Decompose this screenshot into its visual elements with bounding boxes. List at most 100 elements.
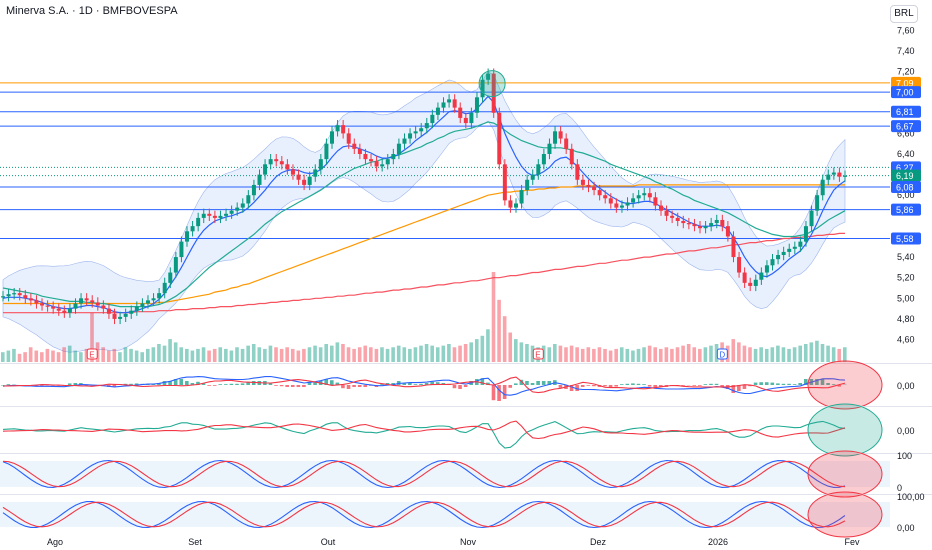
pane-axis-label: 100,00 (897, 492, 925, 502)
candle-body (40, 303, 45, 306)
volume-bar (79, 352, 83, 362)
macd-histogram-bar (798, 383, 802, 385)
x-tick-label: Nov (460, 537, 477, 547)
volume-bar (753, 348, 758, 362)
macd-histogram-bar (196, 381, 200, 385)
volume-bar (681, 345, 685, 362)
volume-bar (196, 348, 200, 362)
macd-histogram-bar (837, 385, 842, 387)
macd-histogram-bar (608, 385, 613, 387)
candle-body (815, 195, 820, 211)
macd-histogram-bar (212, 385, 217, 386)
volume-bar (675, 347, 680, 362)
volume-bar (480, 335, 485, 362)
volume-bar (792, 347, 797, 362)
x-tick-label: Ago (47, 537, 63, 547)
volume-bar (731, 339, 736, 362)
candle-body (597, 190, 602, 196)
volume-bar (469, 342, 473, 362)
volume-bar (603, 348, 607, 362)
currency-button[interactable]: BRL (890, 5, 918, 23)
macd-histogram-bar (307, 381, 312, 385)
volume-bar (670, 348, 674, 362)
candle-body (575, 164, 580, 180)
volume-bar (625, 348, 630, 362)
candle-body (553, 131, 558, 144)
candle-body (341, 125, 346, 134)
candle-body (826, 174, 831, 180)
candle-body (692, 224, 697, 227)
macd-histogram-bar (698, 385, 702, 386)
volume-bar (391, 347, 395, 362)
candle-body (106, 308, 111, 314)
macd-histogram-bar (179, 379, 184, 385)
volume-bar (40, 352, 44, 362)
event-marker: D (716, 348, 728, 360)
volume-bar (441, 345, 446, 362)
y-tick-label: 5,20 (897, 273, 915, 283)
volume-bar (151, 347, 156, 362)
macd-histogram-bar (235, 383, 239, 385)
x-tick-label: Out (321, 537, 336, 547)
macd-histogram-bar (592, 385, 596, 387)
candle-body (56, 308, 61, 311)
volume-bar (341, 344, 345, 362)
candle-body (631, 198, 636, 203)
candle-body (240, 203, 245, 208)
candle-body (369, 159, 374, 162)
candle-body (408, 133, 413, 139)
macd-histogram-bar (1, 385, 5, 386)
volume-bar (23, 352, 27, 362)
macd-histogram-bar (324, 379, 329, 385)
y-tick-label: 6,60 (897, 128, 915, 138)
volume-bar (279, 348, 284, 362)
candle-body (731, 236, 736, 258)
pane-highlight-oval (807, 360, 883, 410)
volume-bar (17, 353, 22, 362)
macd-histogram-bar (240, 383, 245, 385)
candle-body (335, 125, 340, 132)
candle-body (190, 226, 195, 232)
candle-body (491, 73, 496, 113)
volume-bar (764, 348, 769, 362)
candle-body (23, 295, 28, 299)
candle-body (84, 298, 89, 301)
candle-body (134, 306, 139, 311)
candle-body (831, 172, 836, 175)
macd-histogram-bar (614, 385, 618, 387)
candle-body (664, 210, 669, 216)
candle-body (642, 193, 647, 196)
volume-bar (374, 348, 379, 362)
candle-body (447, 99, 452, 103)
pane-signal-line-a (2, 459, 846, 489)
macd-histogram-bar (575, 385, 579, 391)
x-tick-label: Fev (844, 537, 860, 547)
macd-histogram-bar (251, 381, 256, 385)
candle-body (257, 174, 262, 185)
volume-bar (514, 339, 518, 362)
price-level-tag (891, 105, 921, 118)
candle-body (592, 186, 597, 191)
candle-body (318, 159, 323, 170)
macd-histogram-bar (519, 379, 524, 385)
volume-bar (162, 345, 167, 362)
candle-body (274, 159, 279, 162)
candle-body (759, 272, 764, 280)
candle-body (145, 300, 150, 304)
candle-body (580, 179, 585, 185)
candle-body (525, 179, 530, 191)
volume-bar (246, 345, 250, 362)
macd-histogram-bar (731, 385, 736, 393)
volume-bar (313, 345, 317, 362)
volume-bar (123, 347, 128, 362)
candle-body (118, 316, 123, 319)
volume-bar (564, 347, 568, 362)
volume-bar (692, 347, 697, 362)
pane-signal-line-a (2, 375, 846, 396)
candle-body (558, 131, 563, 139)
candle-body (324, 143, 329, 160)
volume-bar (45, 348, 50, 362)
candle-body (586, 184, 591, 187)
volume-bar (759, 347, 763, 362)
